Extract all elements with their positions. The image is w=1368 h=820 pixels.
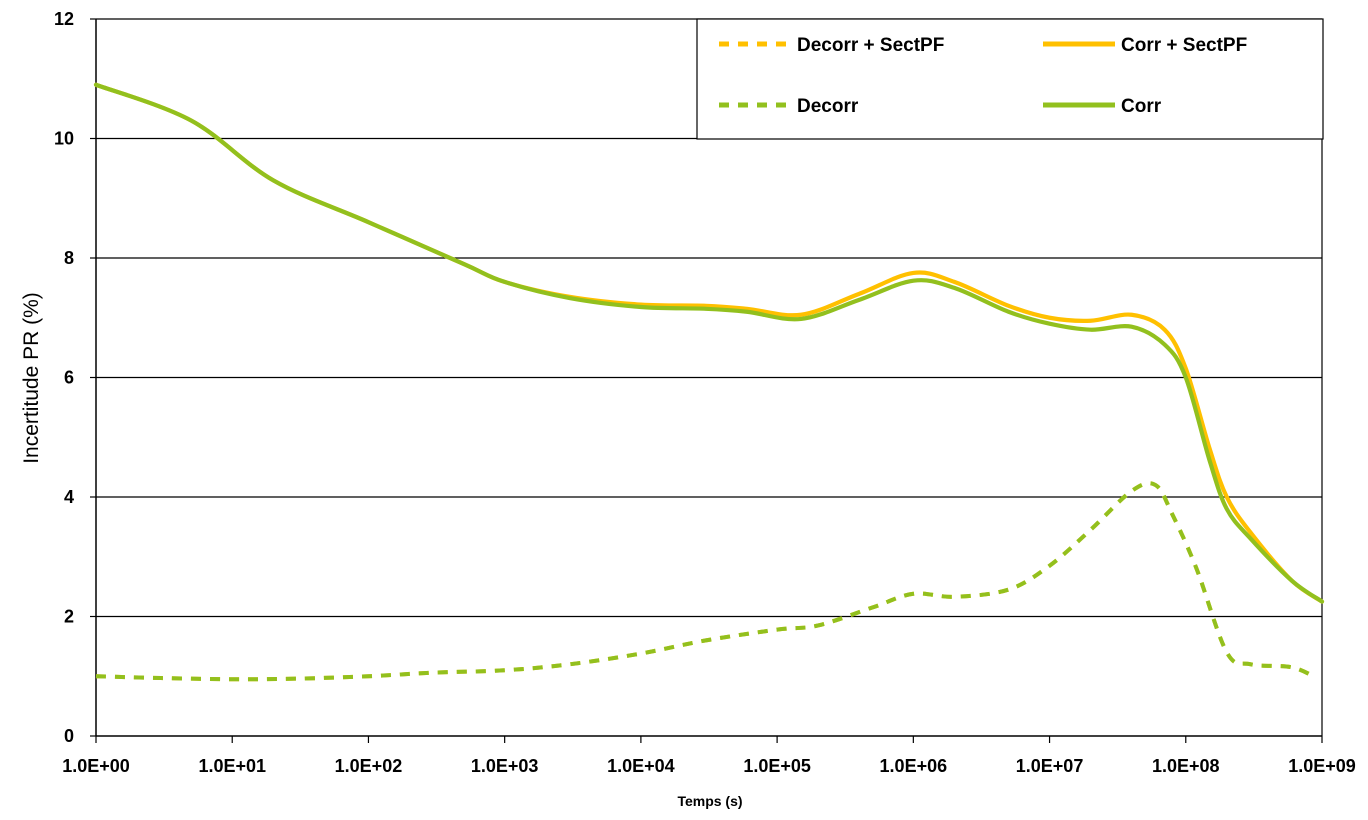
- y-tick-label: 6: [64, 368, 74, 388]
- legend: Decorr + SectPF Corr + SectPF Decorr Corr: [696, 18, 1324, 140]
- legend-label-decorr-sectpf: Decorr + SectPF: [797, 35, 944, 56]
- legend-label-corr: Corr: [1121, 96, 1162, 117]
- x-tick-label: 1.0E+08: [1152, 756, 1220, 776]
- y-axis-title: Incertitude PR (%): [20, 292, 43, 464]
- x-tick-label: 1.0E+09: [1288, 756, 1356, 776]
- series-line-corr: [93, 82, 1325, 604]
- series-lines: [93, 82, 1325, 682]
- x-tick-label: 1.0E+02: [335, 756, 403, 776]
- legend-label-corr-sectpf: Corr + SectPF: [1121, 35, 1247, 56]
- y-tick-label: 8: [64, 248, 74, 268]
- x-tick-label: 1.0E+07: [1016, 756, 1084, 776]
- y-tick-label: 0: [64, 726, 74, 746]
- x-tick-label: 1.0E+06: [880, 756, 948, 776]
- legend-label-decorr: Decorr: [797, 96, 859, 117]
- y-tick-label: 4: [64, 487, 74, 507]
- series-line-decorr: [95, 481, 1317, 682]
- x-axis-title: Temps (s): [677, 793, 742, 809]
- y-tick-label: 10: [54, 129, 74, 149]
- series-line-decorr-sectpf: [95, 481, 1317, 682]
- x-tick-label: 1.0E+04: [607, 756, 675, 776]
- x-tick-label: 1.0E+00: [62, 756, 130, 776]
- x-tick-label: 1.0E+03: [471, 756, 539, 776]
- series-line-corr-sectpf: [93, 82, 1325, 604]
- x-tick-label: 1.0E+01: [198, 756, 266, 776]
- x-tick-label: 1.0E+05: [743, 756, 811, 776]
- axes: 0 2 4 6 8 10 12 1.0E+00 1.0E+01 1.0E+02 1.0E+03 1.0…: [54, 9, 1356, 776]
- y-tick-label: 2: [64, 607, 74, 627]
- y-tick-label: 12: [54, 9, 74, 29]
- legend-box: [696, 18, 1324, 140]
